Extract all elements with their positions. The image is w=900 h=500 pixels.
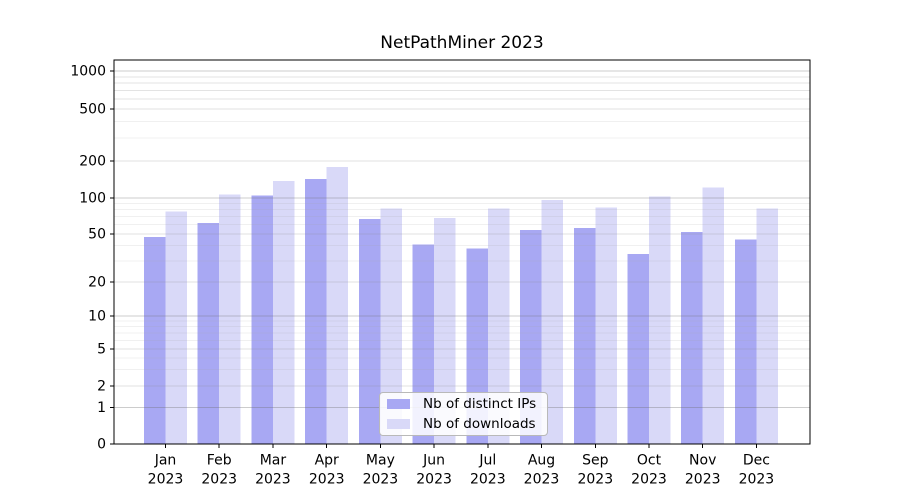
legend-item-distinct-ips: Nb of distinct IPs [387, 396, 539, 413]
x-tick-label: Dec 2023 [739, 453, 775, 488]
legend-label-downloads: Nb of downloads [423, 415, 536, 432]
bar [595, 207, 617, 444]
legend-label-distinct-ips: Nb of distinct IPs [423, 395, 537, 412]
bar [144, 237, 166, 444]
bar [197, 222, 220, 444]
x-tick-label: Apr 2023 [309, 453, 345, 488]
bar [520, 230, 542, 444]
legend-swatch-distinct-ips [387, 399, 410, 409]
bar [541, 200, 563, 444]
x-tick-label: Nov 2023 [685, 453, 721, 488]
y-tick-label: 1000 [70, 64, 106, 80]
plot-border [113, 59, 811, 445]
y-tick-label: 10 [88, 309, 106, 325]
x-tick-label: Sep 2023 [577, 453, 613, 488]
gridlines [114, 70, 810, 408]
bar [272, 180, 295, 445]
x-tick-label: May 2023 [363, 453, 399, 488]
y-tick-label: 1 [97, 400, 106, 416]
bar [573, 228, 596, 444]
y-tick-label: 200 [79, 154, 106, 170]
bar [434, 218, 456, 444]
legend-swatch-downloads [387, 419, 410, 429]
x-tick-label: Feb 2023 [201, 453, 237, 488]
bar [358, 218, 381, 444]
legend: Nb of distinct IPs Nb of downloads [379, 392, 548, 436]
x-tick-label: Mar 2023 [255, 453, 291, 488]
bar [627, 254, 649, 444]
bar [487, 208, 510, 444]
legend-item-downloads: Nb of downloads [387, 416, 539, 433]
bar [734, 239, 757, 444]
y-tick-label: 50 [88, 227, 106, 243]
bar [219, 194, 241, 444]
bar [649, 196, 671, 444]
bar [702, 187, 725, 444]
x-tick-label: Jan 2023 [148, 453, 184, 488]
y-tick-label: 100 [79, 191, 106, 207]
x-tick-label: Jun 2023 [416, 453, 452, 488]
chart-title: NetPathMiner 2023 [380, 33, 544, 53]
y-tick-label: 20 [88, 275, 106, 291]
y-tick-label: 2 [97, 379, 106, 395]
x-tick-label: Jul 2023 [470, 453, 506, 488]
x-tick-label: Aug 2023 [524, 453, 560, 488]
bar [326, 167, 349, 444]
y-axis: 0 1 2 5 10 20 50 100 200 500 1000 [70, 64, 114, 453]
bar-series-downloads [165, 167, 778, 445]
y-tick-label: 500 [79, 102, 106, 118]
bar [681, 232, 703, 444]
bar [380, 208, 402, 444]
bar [165, 211, 187, 444]
y-tick-label: 5 [97, 342, 106, 358]
x-tick-label: Oct 2023 [631, 453, 667, 488]
bar [305, 178, 327, 444]
x-axis: Jan 2023 Feb 2023 Mar 2023 Apr 2023 May 2023 Jun 20… [148, 444, 775, 488]
bar [756, 208, 778, 444]
bar [251, 195, 273, 444]
y-tick-label: 0 [97, 437, 106, 453]
